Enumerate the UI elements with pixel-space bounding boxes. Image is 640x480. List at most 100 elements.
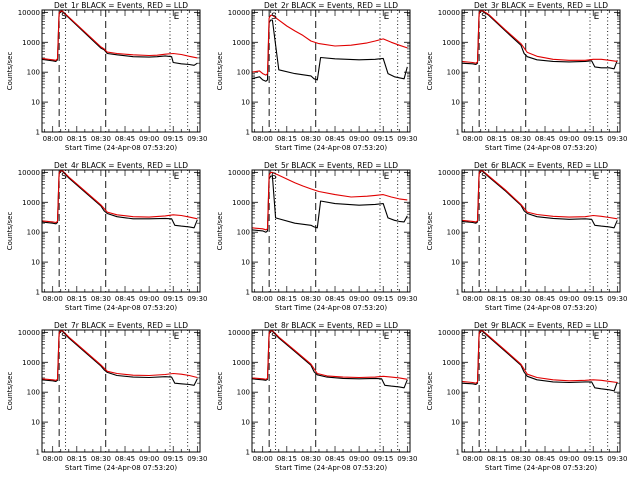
x-tick-label: 09:15: [583, 135, 603, 143]
flare-marker-label: S: [271, 12, 277, 22]
flare-marker-label: S: [481, 12, 487, 22]
y-axis-label: Counts/sec: [6, 52, 14, 91]
y-tick-label: 1000: [232, 359, 250, 367]
x-tick-label: 09:00: [349, 135, 369, 143]
x-tick-label: 08:30: [91, 455, 111, 463]
y-tick-label: 1: [246, 449, 250, 457]
panel-title: Det_8r BLACK = Events, RED = LLD: [264, 321, 398, 330]
y-tick-label: 1000: [442, 39, 460, 47]
y-tick-label: 10000: [228, 9, 250, 17]
flare-marker-label: E: [174, 172, 180, 182]
y-tick-label: 10000: [18, 169, 40, 177]
x-tick-label: 08:45: [115, 295, 135, 303]
flare-marker-label: S: [481, 172, 487, 182]
y-tick-label: 1000: [22, 199, 40, 207]
detector-panel: 1 10 100 1000 10000 08:00 08:15 08:30 08:45 09:00…: [6, 321, 207, 472]
x-tick-label: 08:30: [301, 295, 321, 303]
x-tick-label: 08:00: [43, 135, 63, 143]
y-tick-label: 10000: [228, 329, 250, 337]
x-axis-label: Start Time (24-Apr-08 07:53:20): [485, 304, 597, 312]
x-tick-label: 09:30: [187, 135, 207, 143]
x-tick-label: 08:15: [67, 295, 87, 303]
x-tick-label: 09:00: [139, 295, 159, 303]
flare-marker-label: S: [271, 172, 277, 182]
flare-marker-label: E: [594, 332, 600, 342]
x-tick-label: 08:00: [43, 295, 63, 303]
x-axis-label: Start Time (24-Apr-08 07:53:20): [485, 464, 597, 472]
x-tick-label: 08:45: [535, 135, 555, 143]
x-tick-label: 09:30: [607, 135, 627, 143]
x-tick-label: 09:00: [559, 295, 579, 303]
plot-frame: [461, 329, 621, 453]
x-tick-label: 08:15: [277, 295, 297, 303]
x-tick-label: 09:30: [397, 295, 417, 303]
panel-title: Det_3r BLACK = Events, RED = LLD: [474, 1, 608, 10]
x-tick-label: 08:30: [91, 135, 111, 143]
x-tick-label: 09:15: [163, 455, 183, 463]
flare-marker-label: S: [61, 12, 67, 22]
y-tick-label: 1000: [442, 359, 460, 367]
y-tick-label: 10000: [18, 329, 40, 337]
x-tick-label: 09:15: [373, 295, 393, 303]
flare-marker-label: S: [61, 172, 67, 182]
x-axis-label: Start Time (24-Apr-08 07:53:20): [275, 144, 387, 152]
panel-title: Det_6r BLACK = Events, RED = LLD: [474, 161, 608, 170]
x-tick-label: 09:15: [163, 135, 183, 143]
y-axis-label: Counts/sec: [216, 212, 224, 251]
x-tick-label: 09:30: [187, 295, 207, 303]
x-tick-label: 08:30: [301, 135, 321, 143]
y-tick-label: 1000: [22, 39, 40, 47]
x-tick-label: 08:00: [253, 455, 273, 463]
x-axis-label: Start Time (24-Apr-08 07:53:20): [275, 464, 387, 472]
lld-series-line: [41, 170, 198, 224]
y-tick-label: 100: [447, 229, 460, 237]
y-tick-label: 10: [241, 259, 250, 267]
events-series-line: [251, 19, 408, 82]
x-tick-label: 09:00: [349, 295, 369, 303]
y-tick-label: 10: [241, 99, 250, 107]
x-tick-label: 08:00: [463, 135, 483, 143]
flare-marker-label: S: [61, 332, 67, 342]
plot-frame: [461, 9, 621, 133]
x-tick-label: 08:15: [487, 135, 507, 143]
y-tick-label: 10: [451, 259, 460, 267]
plot-frame: [41, 329, 201, 453]
x-tick-label: 09:15: [373, 455, 393, 463]
y-tick-label: 1000: [22, 359, 40, 367]
x-tick-label: 08:45: [325, 455, 345, 463]
panel-title: Det_5r BLACK = Events, RED = LLD: [264, 161, 398, 170]
x-axis-label: Start Time (24-Apr-08 07:53:20): [485, 144, 597, 152]
plot-frame: [41, 169, 201, 293]
x-tick-label: 09:00: [349, 455, 369, 463]
lld-series-line: [41, 10, 198, 61]
x-tick-label: 08:15: [487, 455, 507, 463]
panel-title: Det_1r BLACK = Events, RED = LLD: [54, 1, 188, 10]
flare-marker-label: E: [174, 332, 180, 342]
y-tick-label: 10000: [438, 169, 460, 177]
events-series-line: [251, 175, 408, 233]
x-tick-label: 08:30: [91, 295, 111, 303]
y-tick-label: 10: [451, 419, 460, 427]
y-tick-label: 100: [237, 69, 250, 77]
flare-marker-label: S: [481, 332, 487, 342]
y-axis-label: Counts/sec: [426, 372, 434, 411]
panel-title: Det_2r BLACK = Events, RED = LLD: [264, 1, 398, 10]
flare-marker-label: E: [594, 172, 600, 182]
y-tick-label: 10000: [228, 169, 250, 177]
y-axis-label: Counts/sec: [6, 212, 14, 251]
flare-marker-label: E: [174, 12, 180, 22]
x-tick-label: 09:15: [583, 295, 603, 303]
x-axis-label: Start Time (24-Apr-08 07:53:20): [65, 464, 177, 472]
y-axis-label: Counts/sec: [6, 372, 14, 411]
plot-frame: [251, 329, 411, 453]
x-tick-label: 09:15: [373, 135, 393, 143]
y-tick-label: 1: [246, 129, 250, 137]
x-tick-label: 09:30: [397, 455, 417, 463]
y-tick-label: 100: [27, 229, 40, 237]
y-tick-label: 100: [237, 389, 250, 397]
y-tick-label: 10: [241, 419, 250, 427]
lld-series-line: [251, 171, 408, 231]
detector-panel: 1 10 100 1000 10000 08:00 08:15 08:30 08:45 09:00…: [216, 1, 417, 152]
x-tick-label: 09:30: [607, 455, 627, 463]
y-tick-label: 100: [27, 389, 40, 397]
